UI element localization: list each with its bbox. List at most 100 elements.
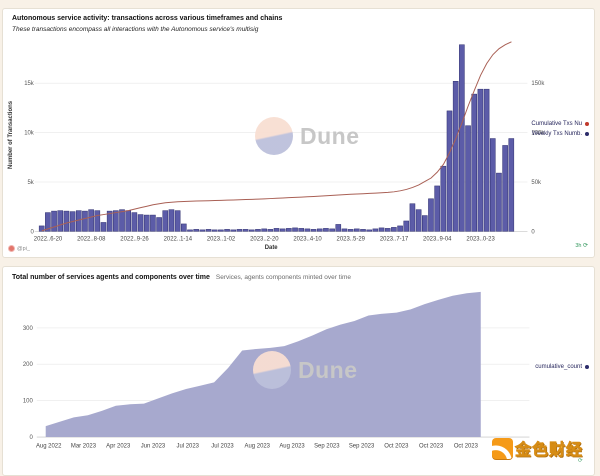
weekly-txs-bar bbox=[323, 228, 329, 232]
author-handle: @pi_ bbox=[17, 245, 30, 252]
jinse-wordmark: 金色财经 bbox=[515, 442, 584, 460]
weekly-txs-bar bbox=[335, 224, 342, 232]
weekly-txs-bar bbox=[211, 229, 218, 232]
left-axis-tick-label: 0 bbox=[30, 229, 34, 235]
weekly-txs-bar bbox=[51, 210, 57, 232]
weekly-txs-bar bbox=[434, 185, 440, 232]
weekly-txs-bar bbox=[94, 210, 101, 232]
weekly-txs-bar bbox=[162, 210, 169, 232]
weekly-txs-bar bbox=[471, 93, 478, 232]
weekly-txs-bar bbox=[100, 222, 107, 232]
refresh-indicator[interactable]: 3h ⟳ bbox=[575, 243, 588, 249]
services-chart-subtitle: Services, agents components minted over … bbox=[215, 274, 351, 281]
weekly-txs-bar bbox=[187, 229, 193, 232]
weekly-txs-bar bbox=[489, 138, 496, 232]
legend-item[interactable]: Weekly Txs Numb. bbox=[532, 131, 589, 137]
left-axis-tick-label: 10k bbox=[24, 131, 34, 137]
weekly-txs-bar bbox=[483, 88, 490, 232]
right-axis-tick-label: 100k bbox=[531, 131, 544, 137]
weekly-txs-bar bbox=[119, 209, 125, 232]
weekly-txs-bar bbox=[502, 145, 508, 232]
transactions-chart-title: Autonomous service activity: transaction… bbox=[12, 15, 283, 22]
weekly-txs-bar bbox=[267, 229, 274, 232]
chart-author-link[interactable]: @pi_ bbox=[8, 245, 30, 252]
weekly-txs-bar bbox=[354, 228, 360, 232]
weekly-txs-bar bbox=[298, 228, 305, 232]
weekly-txs-bar bbox=[181, 223, 187, 232]
x-axis-tick-label: Apr 2023 bbox=[106, 443, 131, 449]
legend-dot-icon bbox=[585, 122, 589, 126]
y-axis-tick-label: 300 bbox=[23, 326, 34, 332]
services-chart-title: Total number of services agents and comp… bbox=[12, 274, 210, 281]
weekly-txs-bar bbox=[168, 209, 175, 232]
weekly-txs-bar bbox=[347, 229, 354, 232]
weekly-txs-bar bbox=[440, 165, 447, 232]
y-axis-tick-label: 200 bbox=[23, 362, 34, 368]
legend-item[interactable]: cumulative_count bbox=[535, 364, 589, 370]
weekly-txs-bar bbox=[113, 210, 119, 232]
weekly-txs-bar bbox=[415, 209, 422, 232]
refresh-age-label: 3h bbox=[575, 243, 582, 249]
weekly-txs-bar bbox=[255, 229, 261, 232]
legend-dot-icon bbox=[585, 365, 589, 369]
weekly-txs-bar bbox=[459, 44, 465, 232]
weekly-txs-bar bbox=[273, 228, 280, 232]
weekly-txs-bar bbox=[372, 228, 379, 232]
weekly-txs-bar bbox=[230, 229, 237, 232]
transactions-chart-subtitle: These transactions encompass all interac… bbox=[12, 26, 259, 33]
weekly-txs-bar bbox=[199, 229, 206, 232]
weekly-txs-bar bbox=[236, 229, 243, 232]
weekly-txs-bar bbox=[156, 217, 162, 232]
weekly-txs-bar bbox=[384, 228, 391, 232]
weekly-txs-bar bbox=[341, 228, 348, 232]
weekly-txs-bar bbox=[205, 229, 212, 232]
weekly-txs-bar bbox=[218, 229, 224, 232]
refresh-icon: ⟳ bbox=[582, 243, 588, 249]
x-axis-tick-label: Oct 2023 bbox=[454, 443, 479, 449]
weekly-txs-bar bbox=[310, 229, 317, 232]
legend-label: cumulative_count bbox=[535, 364, 582, 370]
weekly-txs-bar bbox=[248, 229, 255, 232]
services-chart-legend: cumulative_count bbox=[527, 364, 589, 370]
legend-label: Cumulative Txs Nu bbox=[531, 121, 582, 127]
weekly-txs-bar bbox=[131, 212, 138, 232]
x-axis-tick-label: 2022..6-20 bbox=[34, 236, 63, 242]
jinse-logo-icon bbox=[492, 437, 513, 459]
refresh-icon[interactable]: ⟳ bbox=[578, 458, 583, 464]
x-axis-tick-label: 2022..9-26 bbox=[120, 236, 149, 242]
weekly-txs-bar bbox=[242, 229, 249, 232]
weekly-txs-bar bbox=[496, 172, 502, 232]
weekly-txs-bar bbox=[193, 229, 199, 232]
weekly-txs-bar bbox=[391, 227, 397, 232]
weekly-txs-bar bbox=[174, 210, 181, 232]
weekly-txs-bar bbox=[477, 88, 484, 232]
x-axis-tick-label: Aug 2023 bbox=[245, 443, 271, 449]
y-axis-tick-label: 0 bbox=[29, 435, 33, 441]
x-axis-tick-label: 2023..4-10 bbox=[293, 236, 322, 242]
legend-item[interactable]: Cumulative Txs Nu bbox=[531, 121, 589, 127]
weekly-txs-bar bbox=[397, 225, 403, 232]
x-axis-tick-label: Aug 2022 bbox=[36, 443, 61, 449]
cumulative-txs-line bbox=[41, 41, 512, 232]
transactions-chart-card: Autonomous service activity: transaction… bbox=[2, 8, 595, 258]
y-axis-title: Number of Transactions bbox=[8, 100, 14, 169]
x-axis-tick-label: Oct 2023 bbox=[384, 443, 409, 449]
x-axis-tick-label: Jun 2023 bbox=[141, 443, 166, 449]
weekly-txs-bar bbox=[286, 228, 292, 232]
weekly-txs-bar bbox=[125, 210, 131, 232]
weekly-txs-bar bbox=[57, 210, 64, 232]
weekly-txs-bar bbox=[150, 214, 156, 232]
weekly-txs-bar bbox=[403, 220, 410, 232]
services-chart-header: Total number of services agents and comp… bbox=[12, 274, 594, 282]
weekly-txs-bar bbox=[378, 227, 385, 232]
left-axis-tick-label: 5k bbox=[28, 180, 34, 186]
x-axis-tick-label: Mar 2023 bbox=[71, 443, 97, 449]
x-axis-tick-label: Aug 2023 bbox=[279, 443, 305, 449]
legend-dot-icon bbox=[585, 132, 589, 136]
weekly-txs-bar bbox=[224, 229, 230, 232]
weekly-txs-bar bbox=[292, 227, 298, 232]
weekly-txs-bar bbox=[88, 209, 94, 232]
weekly-txs-bar bbox=[63, 210, 70, 232]
x-axis-tick-label: 2023..5-29 bbox=[337, 236, 366, 242]
x-axis-tick-label: 2023..0-23 bbox=[466, 236, 495, 242]
